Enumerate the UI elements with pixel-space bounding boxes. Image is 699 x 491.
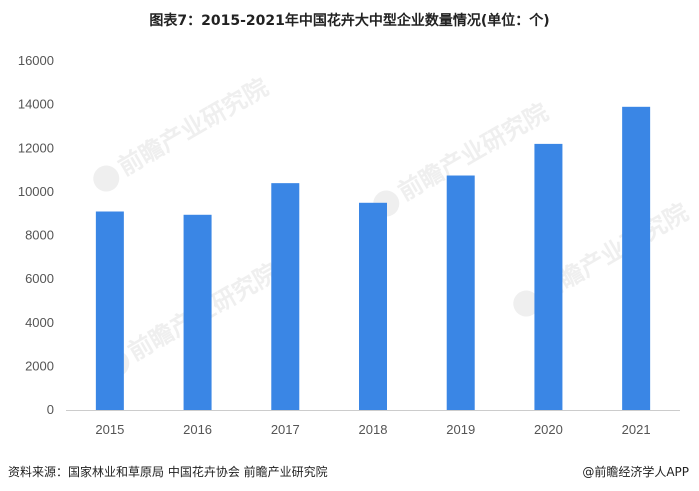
y-tick-label: 16000: [18, 53, 54, 68]
y-tick-label: 8000: [25, 228, 54, 243]
x-tick-label: 2020: [534, 422, 563, 437]
y-tick-label: 2000: [25, 358, 54, 373]
y-tick-label: 4000: [25, 315, 54, 330]
bar-2018: [359, 202, 387, 410]
bar-2017: [271, 183, 300, 410]
y-tick-label: 10000: [18, 184, 54, 199]
x-tick-label: 2015: [95, 422, 124, 437]
y-tick-label: 0: [47, 402, 54, 417]
x-tick-label: 2017: [271, 422, 300, 437]
y-tick-label: 12000: [18, 140, 54, 155]
x-tick-label: 2018: [359, 422, 388, 437]
bar-2019: [446, 175, 475, 410]
x-tick-label: 2021: [622, 422, 651, 437]
source-note: 资料来源：国家林业和草原局 中国花卉协会 前瞻产业研究院: [8, 465, 328, 479]
bar-2021: [622, 106, 651, 411]
chart-title: 图表7：2015-2021年中国花卉大中型企业数量情况(单位：个): [149, 13, 550, 29]
x-axis: 2015 2016 2017 2018 2019 2020 2021: [95, 422, 650, 437]
y-tick-label: 6000: [25, 271, 54, 286]
y-tick-label: 14000: [18, 97, 54, 112]
credit-note: @前瞻经济学人APP: [582, 465, 689, 479]
x-tick-label: 2019: [446, 422, 475, 437]
bar-2020: [534, 143, 563, 410]
y-axis: 0 2000 4000 6000 8000 10000 12000 14000 16000: [18, 53, 54, 417]
bar-2015: [95, 211, 124, 410]
bar-2016: [183, 214, 212, 410]
bars: [95, 106, 651, 411]
x-tick-label: 2016: [183, 422, 212, 437]
